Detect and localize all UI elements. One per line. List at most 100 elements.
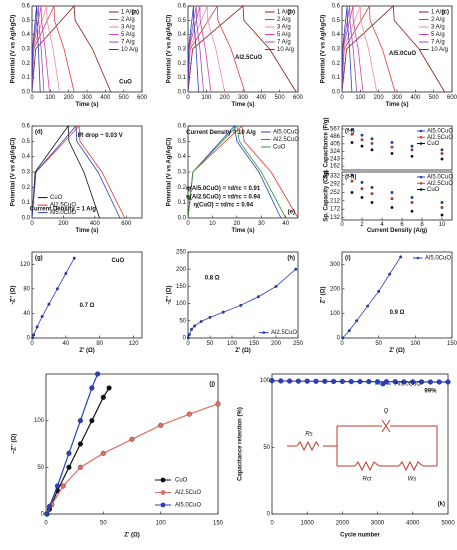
panel-tag: (f-ii) — [345, 175, 356, 181]
series-line — [341, 5, 353, 93]
data-point — [355, 319, 359, 323]
data-point — [370, 141, 374, 145]
circuit-wire — [287, 425, 438, 467]
data-point — [190, 327, 193, 331]
data-point — [440, 152, 444, 155]
y-tick-label: 162 — [330, 164, 341, 170]
panel-tag: (k) — [438, 502, 445, 508]
legend-marker — [419, 181, 423, 185]
series-line — [46, 387, 110, 515]
data-point — [410, 148, 414, 152]
panel-tag: (a) — [132, 10, 139, 16]
y-tick-label: 0.0 — [178, 216, 187, 222]
panel: 0 200 400 600 0.0 0.1 0.2 0.3 0.4 0.5 0.6 Time (s) P… — [10, 124, 143, 234]
y-tick-label: 0.4 — [22, 154, 31, 160]
y-tick-label: 100 — [330, 311, 341, 317]
legend-marker — [380, 381, 386, 387]
x-tick-label: 200 — [220, 95, 231, 101]
x-axis-label: Z' (Ω) — [389, 348, 405, 354]
legend-label: Al5.0CuO — [50, 210, 76, 216]
legend-marker — [419, 188, 423, 191]
y-axis-label: Capacitance retention (%) — [238, 407, 244, 481]
plot-frame — [45, 373, 219, 515]
x-axis-label: Time (s) — [386, 102, 409, 108]
y-tick-label: 40 — [23, 311, 30, 317]
annotation: Al5.0CuO — [389, 51, 416, 57]
x-tick-label: 100 — [201, 95, 212, 101]
y-tick-label: 50 — [179, 318, 186, 324]
legend-label: 1 A/g — [121, 10, 135, 16]
legend-label: CuO — [427, 141, 440, 147]
annotation: η(CuO) = τd/τc = 0.94 — [193, 203, 253, 209]
data-point — [100, 450, 106, 456]
data-point — [106, 385, 112, 391]
annotation: Current Density = 1 A/g — [30, 206, 97, 212]
data-point — [89, 385, 95, 391]
x-tick-label: 40 — [282, 221, 289, 227]
x-tick-label: 300 — [82, 95, 93, 101]
y-tick-label: 332 — [330, 173, 341, 179]
data-point — [419, 379, 425, 385]
x-tick-label: 100 — [156, 521, 167, 527]
x-tick-label: 50 — [375, 341, 382, 347]
y-tick-label: 0.0 — [178, 90, 187, 96]
y-tick-label: 0 — [41, 512, 45, 518]
data-point — [440, 213, 444, 217]
y-tick-label: 200 — [330, 286, 341, 292]
data-point — [54, 483, 61, 489]
y-tick-label: 0.3 — [332, 47, 341, 53]
x-tick-label: 120 — [129, 341, 140, 347]
x-tick-label: 100 — [410, 341, 421, 347]
x-tick-label: 500 — [275, 95, 286, 101]
x-axis-label: Time (s) — [76, 102, 99, 108]
resistor — [354, 460, 380, 472]
x-tick-label: 100 — [227, 341, 238, 347]
legend-label: 10 A/g — [277, 47, 294, 53]
data-point — [239, 303, 243, 307]
plot-frame — [31, 125, 143, 219]
series-line — [187, 5, 226, 93]
data-point — [370, 185, 374, 189]
y-tick-label: 50 — [37, 465, 44, 471]
data-point — [31, 336, 35, 340]
legend-label: 5 A/g — [121, 32, 135, 38]
data-point — [77, 418, 83, 424]
y-tick-label: 300 — [330, 262, 341, 268]
data-point — [390, 141, 394, 144]
data-point — [357, 379, 363, 385]
y-tick-label: 486 — [330, 134, 341, 140]
x-axis-label: Z' (Ω) — [124, 533, 140, 539]
data-point — [390, 197, 394, 201]
data-point — [64, 272, 68, 275]
x-tick-label: 200 — [271, 341, 282, 347]
series-line — [31, 124, 100, 219]
panel: 0 2 4 6 8 10 132 172 212 252 292 332 Current Density… — [324, 170, 454, 234]
series-line — [31, 125, 126, 219]
data-point — [375, 379, 381, 385]
legend-label: 7 A/g — [431, 40, 445, 46]
y-tick-label: 150 — [176, 284, 187, 290]
y-tick-label: 0.4 — [332, 32, 341, 38]
data-point — [350, 128, 354, 132]
legend-label: Al2.5CuO — [427, 135, 453, 141]
x-tick-label: 400 — [90, 221, 101, 227]
x-tick-label: 400 — [100, 95, 111, 101]
data-point — [360, 133, 364, 137]
y-tick-label: 0.2 — [178, 61, 187, 67]
legend-label: 2 A/g — [431, 17, 445, 23]
y-axis-label: Potential (V vs Ag/AgCl) — [166, 15, 172, 83]
data-point — [221, 310, 225, 314]
series-line — [187, 5, 297, 93]
legend-marker — [160, 477, 166, 483]
x-tick-label: 10 — [209, 221, 216, 227]
panel-tag: (b) — [287, 10, 295, 16]
data-point — [399, 255, 403, 259]
series-line — [31, 5, 112, 93]
data-point — [60, 483, 66, 489]
series-line — [341, 5, 378, 93]
legend-marker — [419, 142, 423, 145]
legend-label: 5 A/g — [277, 32, 291, 38]
y-tick-label: 0.6 — [178, 4, 187, 10]
data-point — [278, 378, 284, 384]
